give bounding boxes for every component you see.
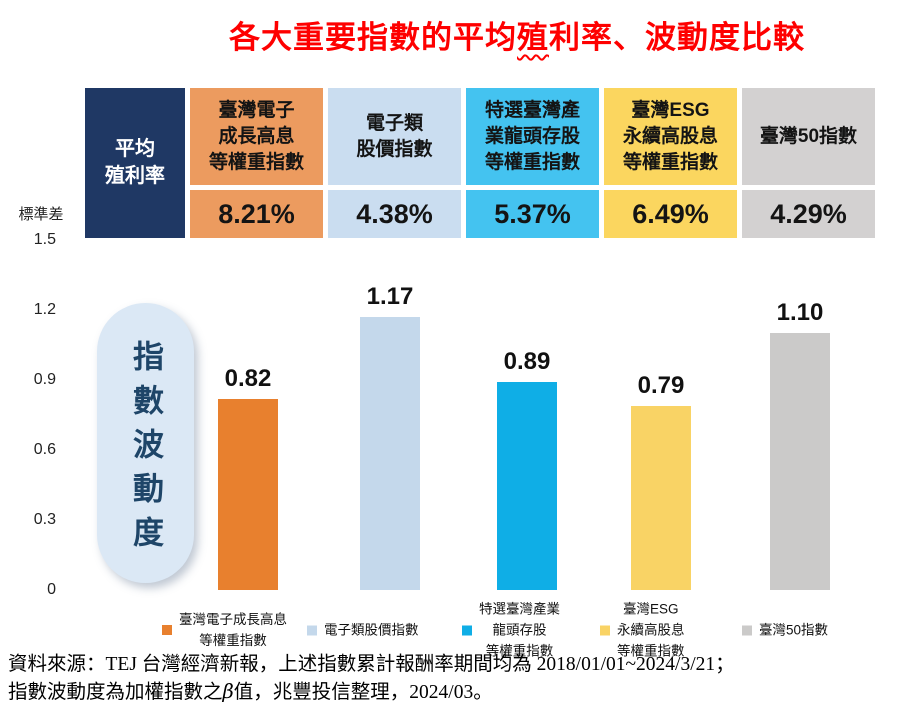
y-axis-tick: 1.5 [33,231,56,248]
legend-label: 臺灣50指數 [759,622,829,638]
table-value-cell: 8.21% [190,190,323,238]
bar-value-label: 0.79 [637,372,685,399]
y-axis-tick: 0 [47,581,56,598]
bar-value-label: 1.17 [366,283,414,310]
beta-symbol: β [222,680,234,703]
legend-item: 臺灣電子成長高息 等權重指數 [162,609,287,651]
bar-value-label: 0.82 [224,365,272,392]
volatility-pill-label: 指數波動度 [128,339,163,560]
source-note: 資料來源：TEJ 台灣經濟新報，上述指數累計報酬率期間均為 2018/01/01… [8,651,918,706]
table-value-cell: 4.38% [328,190,461,238]
source-line-2-post: 值，兆豐投信整理，2024/03。 [233,682,493,703]
title-text-marked: 殖 [517,20,549,55]
legend-label: 特選臺灣產業 龍頭存股 等權重指數 [479,601,560,659]
table-header-cell: 臺灣50指數 [742,88,875,185]
legend-label: 臺灣電子成長高息 等權重指數 [179,612,287,648]
source-line-2-pre: 指數波動度為加權指數之 [8,682,223,703]
title-text-pre: 各大重要指數的平均 [229,20,517,55]
legend-swatch-icon [742,625,752,635]
y-axis-tick: 0.3 [33,511,56,528]
bar-value-label: 1.10 [776,299,824,326]
volatility-bar [631,406,691,590]
table-value-cell: 4.29% [742,190,875,238]
table-header-cell: 特選臺灣產 業龍頭存股 等權重指數 [466,88,599,185]
table-value-cell: 6.49% [604,190,737,238]
legend-label: 臺灣ESG 永續高股息 等權重指數 [617,601,685,659]
source-line-2: 指數波動度為加權指數之β值，兆豐投信整理，2024/03。 [8,678,918,706]
legend-item: 臺灣ESG 永續高股息 等權重指數 [600,599,685,662]
table-header-cell: 臺灣電子 成長高息 等權重指數 [190,88,323,185]
legend-item: 臺灣50指數 [742,620,828,641]
table-header-cell: 臺灣ESG 永續高股息 等權重指數 [604,88,737,185]
volatility-bar [497,382,557,590]
y-axis-tick: 1.2 [33,301,56,318]
legend-label: 電子類股價指數 [324,622,419,638]
y-axis-tick: 0.6 [33,441,56,458]
legend-swatch-icon [600,625,610,635]
y-axis-title: 標準差 [18,206,64,223]
table-header-cell: 電子類 股價指數 [328,88,461,185]
legend-swatch-icon [162,625,172,635]
bar-value-label: 0.89 [503,348,551,375]
legend-swatch-icon [307,625,317,635]
title-text-post: 利率、波動度比較 [549,20,805,55]
legend-swatch-icon [462,625,472,635]
y-axis-tick: 0.9 [33,371,56,388]
volatility-bar [770,333,830,590]
legend-item: 特選臺灣產業 龍頭存股 等權重指數 [462,599,560,662]
volatility-bar [360,317,420,590]
volatility-bar [218,399,278,590]
page-title: 各大重要指數的平均殖利率、波動度比較 [0,12,922,57]
table-corner-cell-average-yield: 平均 殖利率 [85,88,185,238]
source-line-1: 資料來源：TEJ 台灣經濟新報，上述指數累計報酬率期間均為 2018/01/01… [8,654,735,675]
legend-item: 電子類股價指數 [307,620,419,641]
volatility-pill: 指數波動度 [97,303,194,583]
table-value-cell: 5.37% [466,190,599,238]
